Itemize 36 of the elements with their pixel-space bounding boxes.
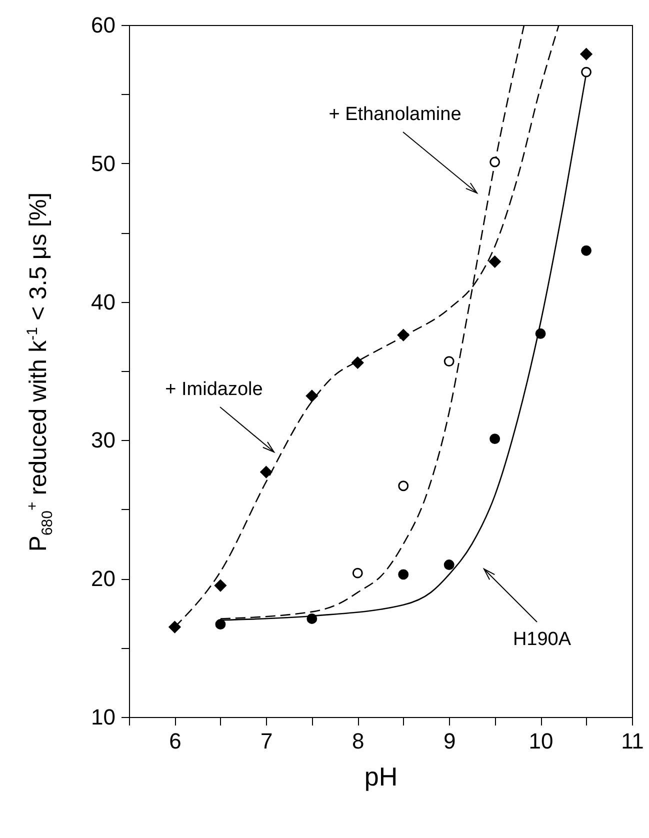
point [214,580,226,592]
annotation: + Imidazole [165,379,263,400]
x-tick-label: 11 [621,728,644,754]
point [444,560,454,570]
annotation: H190A [512,629,572,650]
point [352,356,364,369]
point [215,619,226,630]
y-tick-label: 30 [91,428,116,453]
annotation: + Ethanolamine [328,104,462,126]
x-axis-title: pH [364,762,398,792]
point [306,390,318,402]
point [490,156,500,168]
y-tick-label: 50 [91,150,116,176]
point [260,466,272,478]
x-tick-label: 8 [352,728,364,754]
x-tick-label: 6 [169,728,182,754]
point [398,480,409,492]
x-tick-label: 10 [528,728,554,754]
y-tick-label: 60 [91,12,116,38]
point [581,66,592,78]
y-tick-label: 10 [91,704,116,730]
point [490,434,500,444]
point [398,569,409,580]
point [168,621,181,634]
x-tick-label: 7 [260,728,273,754]
x-tick-label: 9 [443,728,456,754]
point [535,328,546,339]
point [306,614,318,624]
y-tick-label: 40 [91,289,116,314]
point [444,356,454,367]
point [488,256,501,268]
y-tick-label: 20 [91,566,116,592]
point [581,245,592,256]
point [580,48,592,60]
point [352,568,363,578]
point [397,329,410,342]
